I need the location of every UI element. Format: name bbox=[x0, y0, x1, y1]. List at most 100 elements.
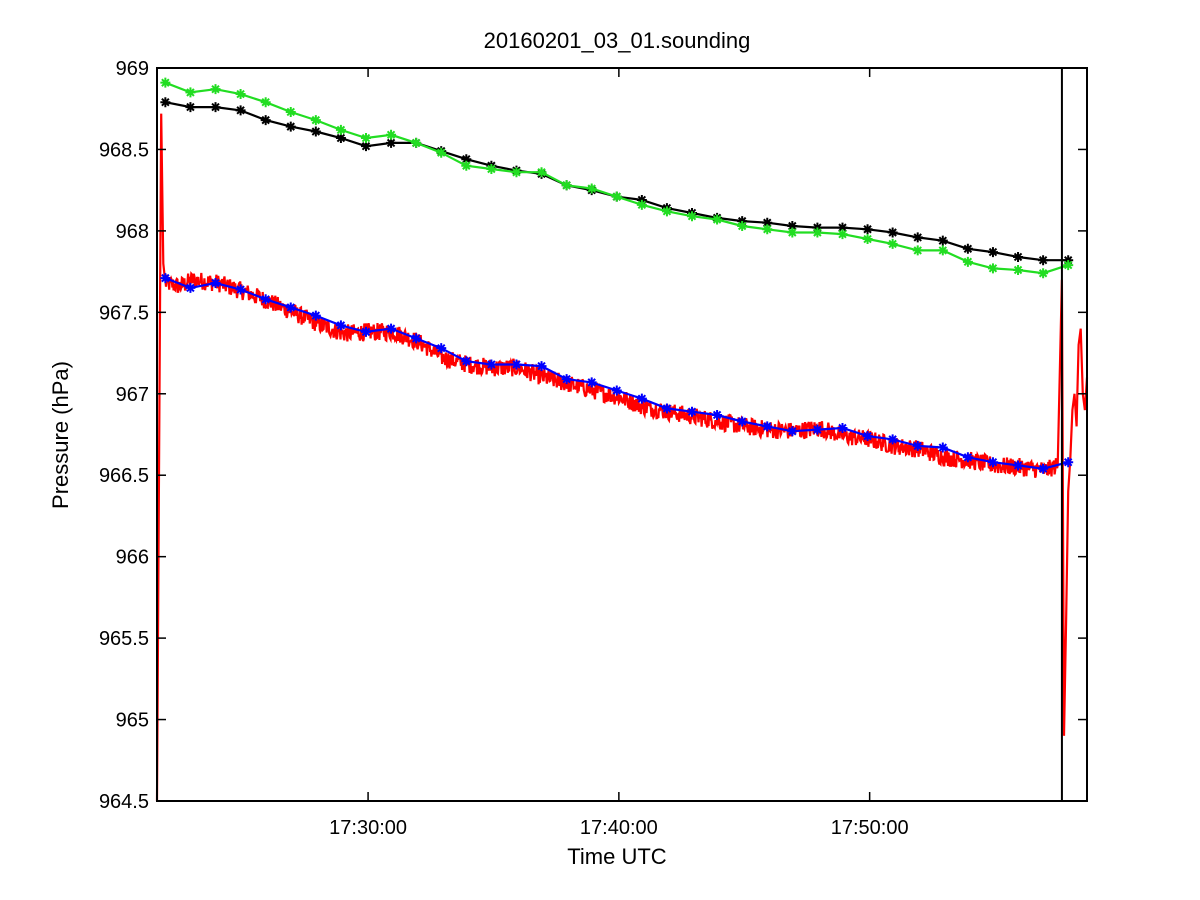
series-point bbox=[411, 333, 422, 344]
series-point bbox=[586, 377, 597, 388]
series-point bbox=[937, 245, 948, 256]
series-point bbox=[962, 256, 973, 267]
series-layer bbox=[155, 77, 1089, 802]
chart-title: 20160201_03_01.sounding bbox=[484, 28, 751, 53]
series-point bbox=[586, 183, 597, 194]
series-point bbox=[310, 126, 321, 137]
series-point bbox=[335, 133, 346, 144]
series-point bbox=[511, 167, 522, 178]
series-point bbox=[411, 137, 422, 148]
series-point bbox=[1013, 460, 1024, 471]
plot-frame bbox=[156, 67, 1088, 802]
series-point bbox=[962, 243, 973, 254]
series-point bbox=[636, 393, 647, 404]
y-axis-label: Pressure (hPa) bbox=[48, 361, 73, 509]
series-point bbox=[285, 302, 296, 313]
series-point bbox=[185, 102, 196, 113]
series-point bbox=[862, 234, 873, 245]
series-point bbox=[210, 278, 221, 289]
series-point bbox=[386, 137, 397, 148]
series-line bbox=[155, 113, 1089, 802]
series-point bbox=[812, 227, 823, 238]
series-point bbox=[1038, 463, 1049, 474]
series-point bbox=[987, 457, 998, 468]
series-point bbox=[1013, 264, 1024, 275]
series-point bbox=[185, 282, 196, 293]
y-tick-label: 965.5 bbox=[99, 628, 149, 650]
series-point bbox=[160, 77, 171, 88]
series-point bbox=[937, 235, 948, 246]
series-point bbox=[787, 426, 798, 437]
series-point bbox=[1038, 268, 1049, 279]
series-point bbox=[862, 431, 873, 442]
series-point bbox=[987, 247, 998, 258]
y-tick-label: 968.5 bbox=[99, 139, 149, 161]
series-1 bbox=[160, 77, 1074, 279]
series-point bbox=[461, 356, 472, 367]
series-point bbox=[360, 326, 371, 337]
series-point bbox=[1063, 260, 1074, 271]
series-point bbox=[235, 284, 246, 295]
series-point bbox=[360, 141, 371, 152]
series-point bbox=[210, 102, 221, 113]
series-point bbox=[737, 416, 748, 427]
series-point bbox=[762, 421, 773, 432]
series-point bbox=[160, 273, 171, 284]
series-point bbox=[787, 221, 798, 232]
series-point bbox=[712, 214, 723, 225]
series-point bbox=[536, 167, 547, 178]
series-point bbox=[536, 361, 547, 372]
series-point bbox=[687, 211, 698, 222]
series-point bbox=[386, 129, 397, 140]
y-tick-label: 966.5 bbox=[99, 465, 149, 487]
series-point bbox=[611, 191, 622, 202]
y-tick-label: 965 bbox=[116, 710, 149, 732]
series-point bbox=[561, 180, 572, 191]
series-point bbox=[285, 106, 296, 117]
series-point bbox=[235, 105, 246, 116]
series-point bbox=[762, 217, 773, 228]
x-tick-label: 17:30:00 bbox=[329, 817, 407, 839]
series-point bbox=[737, 221, 748, 232]
series-point bbox=[837, 422, 848, 433]
series-point bbox=[661, 206, 672, 217]
x-axis-label: Time UTC bbox=[567, 844, 667, 869]
series-point bbox=[661, 403, 672, 414]
series-point bbox=[486, 359, 497, 370]
y-tick-label: 968 bbox=[116, 221, 149, 243]
series-point bbox=[335, 320, 346, 331]
series-point bbox=[386, 323, 397, 334]
series-point bbox=[887, 227, 898, 238]
series-point bbox=[461, 154, 472, 165]
series-point bbox=[486, 163, 497, 174]
y-tick-label: 967 bbox=[116, 384, 149, 406]
y-tick-label: 969 bbox=[116, 58, 149, 80]
series-point bbox=[887, 434, 898, 445]
series-point bbox=[210, 84, 221, 95]
series-2 bbox=[155, 113, 1089, 802]
series-point bbox=[687, 406, 698, 417]
series-point bbox=[837, 222, 848, 233]
series-point bbox=[912, 245, 923, 256]
series-point bbox=[310, 115, 321, 126]
series-point bbox=[762, 224, 773, 235]
series-point bbox=[787, 227, 798, 238]
series-point bbox=[912, 232, 923, 243]
series-point bbox=[235, 89, 246, 100]
series-point bbox=[511, 359, 522, 370]
series-point bbox=[260, 97, 271, 108]
series-point bbox=[962, 452, 973, 463]
y-tick-label: 966 bbox=[116, 547, 149, 569]
series-point bbox=[636, 199, 647, 210]
x-tick-label: 17:50:00 bbox=[831, 817, 909, 839]
series-point bbox=[285, 121, 296, 132]
series-point bbox=[185, 87, 196, 98]
y-tick-label: 967.5 bbox=[99, 302, 149, 324]
series-point bbox=[862, 224, 873, 235]
series-point bbox=[712, 409, 723, 420]
series-point bbox=[812, 424, 823, 435]
series-point bbox=[360, 133, 371, 144]
series-point bbox=[937, 442, 948, 453]
